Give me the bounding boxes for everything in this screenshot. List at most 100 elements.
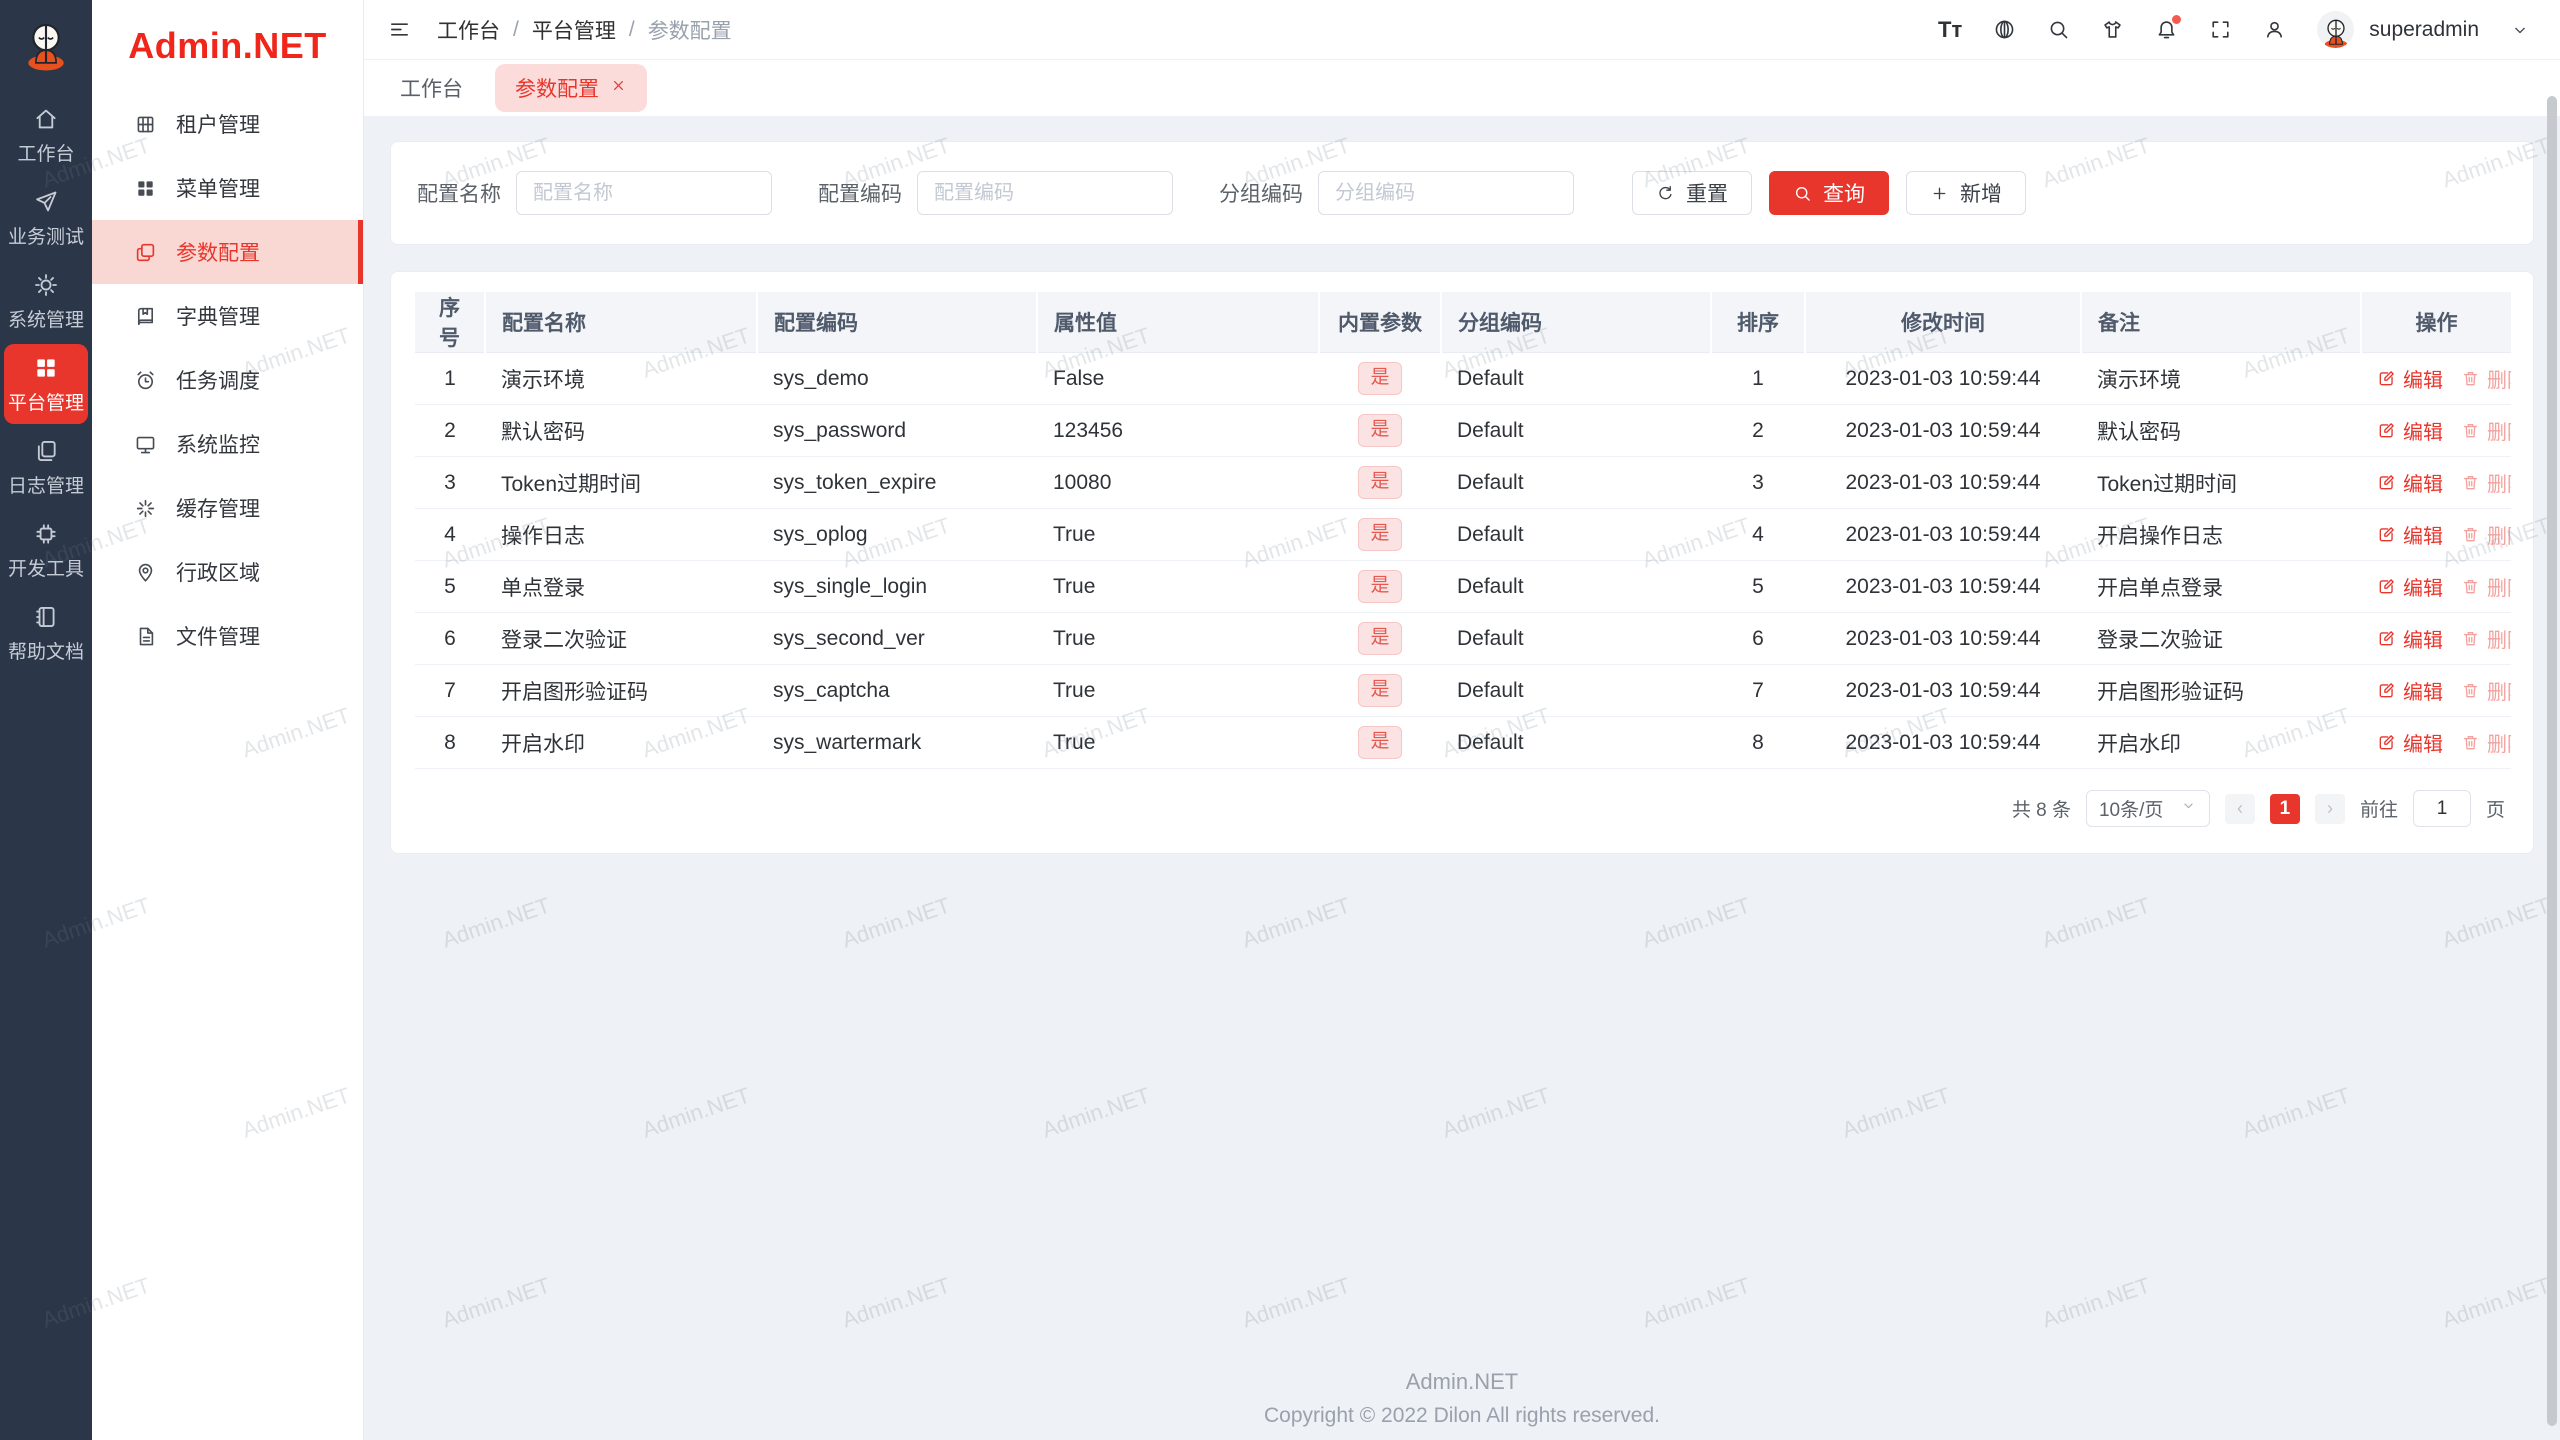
fullscreen-button[interactable] <box>2209 18 2232 41</box>
sidebar-item-0[interactable]: 租户管理 <box>92 92 363 156</box>
search-field-label: 配置编码 <box>818 183 902 206</box>
current-page-button[interactable]: 1 <box>2269 793 2300 824</box>
notification-button[interactable] <box>2155 15 2182 41</box>
delete-link[interactable]: 删除 <box>2461 572 2511 601</box>
sidebar-item-5[interactable]: 系统监控 <box>92 412 363 476</box>
chevron-left-icon <box>2237 804 2242 813</box>
table-panel: 序号 配置名称 配置编码 属性值 内置参数 分组编码 排序 修改时间 备注 操作 1 演示环境 sys… <box>390 271 2534 854</box>
cell-time: 2023-01-03 10:59:44 <box>1805 352 2081 405</box>
edit-link[interactable]: 编辑 <box>2377 624 2443 653</box>
username-label[interactable]: superadmin <box>2369 17 2479 41</box>
search-button[interactable] <box>2047 18 2070 41</box>
edit-link[interactable]: 编辑 <box>2377 572 2443 601</box>
scrollbar-thumb[interactable] <box>2547 96 2557 1426</box>
theme-button[interactable] <box>2101 18 2124 41</box>
rail-item-5[interactable]: 开发工具 <box>4 510 88 590</box>
rail-item-0[interactable]: 工作台 <box>4 95 88 175</box>
builtin-badge: 是 <box>1358 414 1402 447</box>
delete-link[interactable]: 删除 <box>2461 728 2511 757</box>
search-panel: 配置名称 配置编码 分组编码 重置 查询 新增 <box>390 141 2534 245</box>
search-field-input-1[interactable] <box>917 171 1173 215</box>
language-button[interactable] <box>1993 18 2016 41</box>
edit-link[interactable]: 编辑 <box>2377 520 2443 549</box>
edit-icon <box>2379 422 2394 437</box>
table-row-6: 7 开启图形验证码 sys_captcha True 是 Default 7 2023-01-… <box>415 664 2511 717</box>
rail-item-6[interactable]: 帮助文档 <box>4 593 88 673</box>
cell-name: 操作日志 <box>485 508 757 561</box>
tab-close-icon[interactable] <box>610 76 627 100</box>
cell-code: sys_second_ver <box>757 612 1037 665</box>
search-field-2: 分组编码 <box>1219 171 1574 215</box>
monitor-icon <box>136 436 155 453</box>
trash-icon <box>2463 423 2478 437</box>
trash-icon <box>2463 631 2478 645</box>
sidebar-item-3[interactable]: 字典管理 <box>92 284 363 348</box>
sidebar-item-6[interactable]: 缓存管理 <box>92 476 363 540</box>
table-row-7: 8 开启水印 sys_wartermark True 是 Default 8 2023-01-… <box>415 716 2511 769</box>
font-size-icon[interactable]: Tт <box>1938 16 1963 42</box>
cell-code: sys_oplog <box>757 508 1037 561</box>
tab-1[interactable]: 参数配置 <box>495 64 647 112</box>
breadcrumb-item-0[interactable]: 工作台 <box>437 19 500 43</box>
sidebar-item-label: 缓存管理 <box>176 498 260 521</box>
menu-grid-icon <box>138 180 153 196</box>
tab-label: 工作台 <box>400 78 463 101</box>
tab-0[interactable]: 工作台 <box>398 64 465 112</box>
next-page-button[interactable] <box>2314 793 2345 824</box>
cell-no: 2 <box>415 404 485 457</box>
delete-link[interactable]: 删除 <box>2461 416 2511 445</box>
delete-link[interactable]: 删除 <box>2461 364 2511 393</box>
rail-item-1[interactable]: 业务测试 <box>4 178 88 258</box>
footer-copyright: Copyright © 2022 Dilon All rights reserv… <box>1264 1404 1660 1427</box>
rail-item-2[interactable]: 系统管理 <box>4 261 88 341</box>
delete-link[interactable]: 删除 <box>2461 676 2511 705</box>
edit-link[interactable]: 编辑 <box>2377 468 2443 497</box>
user-menu-toggle[interactable] <box>2510 20 2530 40</box>
gear-icon <box>35 274 57 296</box>
plus-icon <box>1933 187 1946 199</box>
cell-group: Default <box>1441 404 1711 457</box>
rail-item-3[interactable]: 平台管理 <box>4 344 88 424</box>
sidebar-item-1[interactable]: 菜单管理 <box>92 156 363 220</box>
cell-value: True <box>1037 664 1319 717</box>
rail-item-label: 开发工具 <box>7 559 84 580</box>
cell-group: Default <box>1441 560 1711 613</box>
rail-item-4[interactable]: 日志管理 <box>4 427 88 507</box>
edit-link[interactable]: 编辑 <box>2377 728 2443 757</box>
app-logo[interactable] <box>0 0 92 92</box>
edit-link[interactable]: 编辑 <box>2377 676 2443 705</box>
prev-page-button[interactable] <box>2224 793 2255 824</box>
cell-sort: 4 <box>1711 508 1805 561</box>
edit-link[interactable]: 编辑 <box>2377 364 2443 393</box>
breadcrumb-item-1[interactable]: 平台管理 <box>531 19 616 43</box>
edit-icon <box>2379 734 2394 749</box>
delete-link[interactable]: 删除 <box>2461 624 2511 653</box>
goto-page-input[interactable] <box>2412 790 2471 827</box>
page-size-select[interactable]: 10条/页 <box>2085 790 2210 827</box>
reset-button[interactable]: 重置 <box>1632 171 1752 215</box>
sidebar-item-label: 行政区域 <box>176 562 260 585</box>
query-button[interactable]: 查询 <box>1769 171 1889 215</box>
sidebar-collapse-button[interactable] <box>388 18 411 41</box>
send-icon <box>36 191 57 212</box>
add-button[interactable]: 新增 <box>1906 171 2026 215</box>
sidebar-item-8[interactable]: 文件管理 <box>92 604 363 668</box>
user-avatar[interactable] <box>2317 11 2355 48</box>
sidebar-item-7[interactable]: 行政区域 <box>92 540 363 604</box>
delete-link[interactable]: 删除 <box>2461 468 2511 497</box>
cell-no: 6 <box>415 612 485 665</box>
profile-button[interactable] <box>2263 18 2286 41</box>
sidebar-item-2[interactable]: 参数配置 <box>92 220 363 284</box>
edit-icon <box>2379 578 2394 593</box>
page-footer: Admin.NET Copyright © 2022 Dilon All rig… <box>364 1369 2560 1428</box>
delete-link[interactable]: 删除 <box>2461 520 2511 549</box>
cell-no: 3 <box>415 456 485 509</box>
edit-link[interactable]: 编辑 <box>2377 416 2443 445</box>
sidebar-item-4[interactable]: 任务调度 <box>92 348 363 412</box>
cell-value: True <box>1037 560 1319 613</box>
cell-remark: 登录二次验证 <box>2081 612 2361 665</box>
search-field-label: 配置名称 <box>417 183 501 206</box>
search-field-input-2[interactable] <box>1318 171 1574 215</box>
page-suffix-label: 页 <box>2485 800 2505 821</box>
search-field-input-0[interactable] <box>516 171 772 215</box>
